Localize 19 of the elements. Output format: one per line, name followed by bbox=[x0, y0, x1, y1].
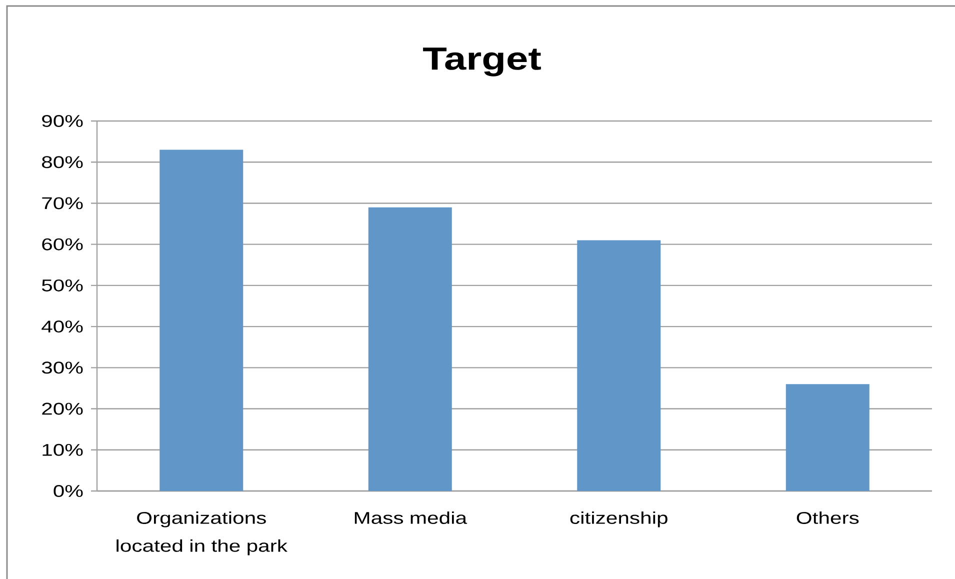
y-tick-label: 90% bbox=[42, 115, 83, 128]
x-tick-label: Organizations located in the park bbox=[116, 512, 288, 556]
y-tick-label: 10% bbox=[42, 444, 83, 456]
y-tick-label: 40% bbox=[42, 320, 83, 333]
y-tick-label: 60% bbox=[42, 238, 83, 250]
bar bbox=[577, 240, 661, 491]
y-tick-label: 0% bbox=[54, 485, 83, 497]
x-tick-label: Mass media bbox=[354, 512, 468, 524]
bar bbox=[786, 384, 870, 491]
x-tick-label: citizenship bbox=[570, 512, 668, 528]
y-tick-label: 70% bbox=[42, 197, 83, 210]
y-tick-label: 20% bbox=[42, 402, 83, 415]
chart-title: Target bbox=[423, 48, 541, 76]
y-tick-label: 50% bbox=[42, 279, 83, 292]
bar bbox=[368, 207, 452, 491]
y-tick-label: 80% bbox=[42, 156, 83, 168]
x-tick-label: Others bbox=[796, 512, 859, 524]
y-tick-label: 30% bbox=[42, 362, 83, 374]
bar bbox=[160, 150, 244, 491]
